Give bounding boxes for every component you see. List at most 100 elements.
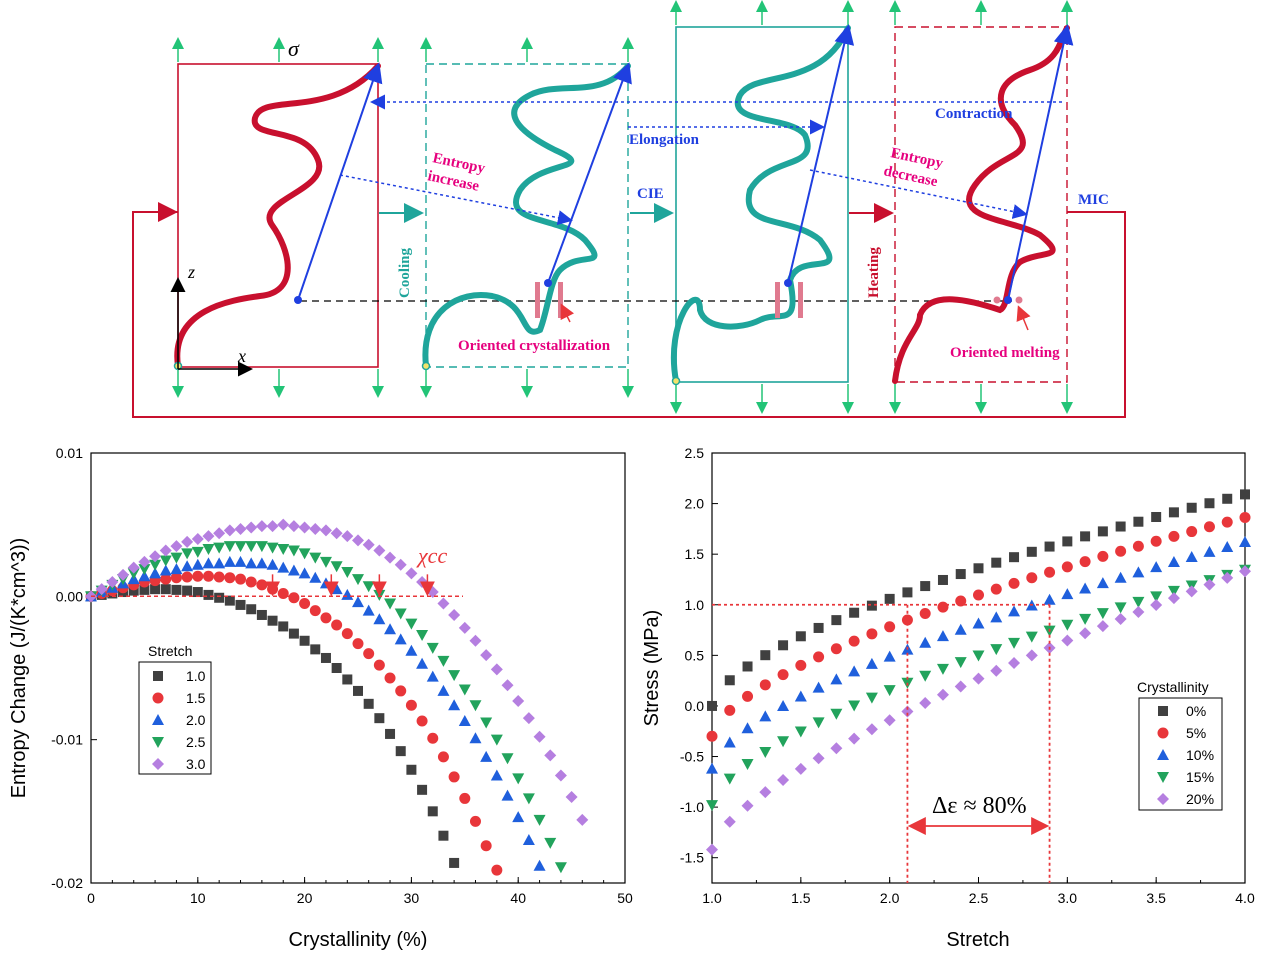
chart2-point-0% [1204, 498, 1215, 509]
chart1-point-2.5 [149, 559, 162, 571]
chart1-point-3.0 [448, 608, 461, 621]
chart1-point-2.0 [501, 789, 514, 801]
chart2-point-15% [706, 800, 718, 812]
chart2-point-5% [1150, 535, 1162, 547]
chart1-point-3.0 [330, 527, 343, 540]
chart1-point-2.0 [298, 567, 311, 579]
chart2-point-20% [990, 664, 1003, 677]
chart2-point-5% [1203, 521, 1215, 533]
chart1-point-1.0 [385, 728, 396, 739]
chart1-point-3.0 [565, 791, 578, 803]
chart1-point-2.0 [138, 570, 151, 582]
chart1-point-3.0 [458, 621, 471, 634]
chart2-x-tick-label: 3.5 [1146, 890, 1166, 906]
heating-label: Heating [866, 247, 882, 298]
chart1-point-2.0 [309, 571, 322, 583]
chart1-point-1.0 [342, 674, 353, 685]
chart2-point-0% [902, 587, 913, 598]
chart2-point-0% [920, 581, 931, 592]
chart1-point-1.5 [384, 672, 396, 684]
chart2-y-tick-label: 2.0 [685, 496, 705, 512]
chart1-x-tick-label: 0 [87, 890, 95, 906]
chart2-point-20% [1061, 634, 1074, 647]
chart1-point-3.0 [394, 558, 407, 571]
chart2-point-5% [1061, 561, 1073, 573]
cooling-label: Cooling [397, 247, 413, 298]
chart2-point-10% [812, 681, 825, 693]
chart1-point-1.5 [416, 715, 428, 727]
crystallite [558, 282, 563, 318]
chart2-point-0% [1168, 507, 1179, 518]
chart1-point-2.0 [533, 859, 546, 871]
chart2-point-5% [901, 614, 913, 626]
chart1-point-1.0 [427, 806, 438, 817]
chart1-point-2.5 [405, 618, 418, 630]
chart2-point-5% [777, 669, 789, 681]
chart1-point-2.0 [266, 558, 279, 570]
chart1-point-2.5 [490, 734, 503, 746]
chart2-point-20% [1025, 649, 1038, 662]
chart1-point-3.0 [501, 679, 514, 692]
chart2-x-title: Stretch [946, 929, 1009, 951]
melted-crystallite [1015, 296, 1023, 304]
chart2-point-15% [972, 650, 985, 662]
chart1-point-3.0 [544, 749, 557, 762]
chart2-point-20% [1132, 605, 1145, 618]
panel-3-box [675, 26, 849, 383]
chart2-point-15% [883, 685, 896, 697]
chart2-point-5% [937, 601, 949, 613]
chart1-point-1.5 [170, 572, 182, 584]
chart2-point-15% [1061, 619, 1074, 631]
chart1-point-3.0 [213, 527, 226, 540]
chart1-point-1.0 [310, 644, 321, 655]
chart1-point-2.5 [426, 642, 439, 654]
chart1-x-tick-label: 10 [190, 890, 206, 906]
chart2-point-20% [936, 688, 949, 701]
chart2-point-0% [1080, 531, 1091, 542]
chart1-point-1.5 [491, 864, 503, 876]
chart2-point-0% [1009, 552, 1020, 563]
chart2-point-10% [1061, 588, 1074, 600]
chart1-point-1.5 [245, 576, 257, 588]
chart1-point-2.5 [223, 541, 236, 553]
oriented-melting-label: Oriented melting [950, 345, 1060, 361]
chart2-point-0% [742, 661, 753, 672]
chart1-point-3.0 [95, 583, 108, 596]
chart1-point-2.0 [330, 583, 343, 595]
end-to-end-vector [787, 24, 855, 284]
chart1-point-3.0 [234, 522, 247, 535]
chart1-point-1.0 [395, 746, 406, 757]
chart2-point-20% [794, 762, 807, 775]
chart2-point-5% [1221, 516, 1233, 528]
chart1-point-1.5 [437, 751, 449, 763]
cie-label: CIE [637, 186, 664, 202]
chart2-point-5% [706, 730, 718, 742]
chart2-point-0% [795, 631, 806, 642]
chart1-point-1.5 [373, 659, 385, 671]
chart1-point-2.0 [394, 633, 407, 645]
chart2-point-5% [795, 659, 807, 671]
chart2-legend-marker-15% [1157, 772, 1169, 783]
chart1-point-2.5 [458, 684, 471, 696]
chart2-point-5% [813, 651, 825, 663]
chart1-x-tick-label: 30 [404, 890, 420, 906]
chart1-point-2.5 [394, 608, 407, 620]
chart2-point-5% [724, 704, 736, 716]
chart1-point-2.0 [448, 699, 461, 711]
chart1-point-1.5 [192, 570, 204, 582]
chart1-point-2.5 [341, 566, 354, 578]
chart2-point-0% [1044, 541, 1055, 552]
chart1-legend-marker-1.5 [152, 692, 164, 704]
chart2-point-10% [1096, 577, 1109, 589]
chart1-point-3.0 [287, 520, 300, 533]
chart2-point-0% [973, 563, 984, 574]
delta-epsilon-annotation: Δε ≈ 80% [932, 793, 1027, 819]
chart1-point-3.0 [480, 649, 493, 662]
chart1-point-2.0 [277, 561, 290, 573]
chart2-point-20% [1150, 599, 1163, 612]
chart1-point-2.5 [480, 717, 493, 729]
chart1-point-1.0 [299, 635, 310, 646]
chart2-point-0% [991, 557, 1002, 568]
chart2-x-tick-label: 2.5 [969, 890, 989, 906]
chart1-point-2.5 [181, 548, 194, 560]
